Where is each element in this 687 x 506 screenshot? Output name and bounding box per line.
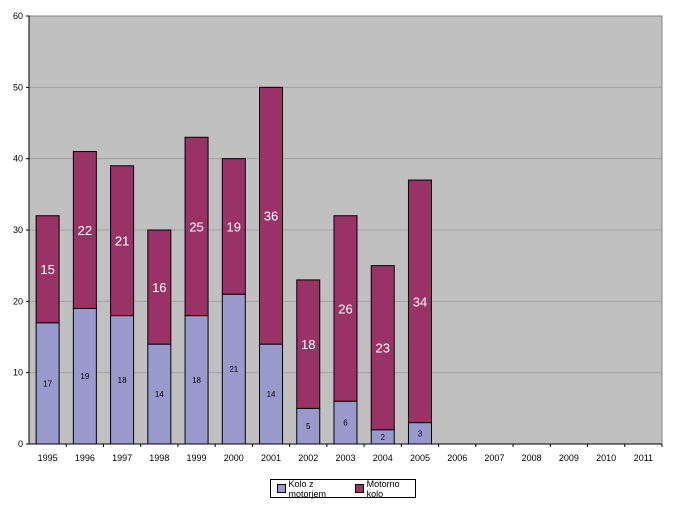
data-label: 18	[301, 337, 315, 352]
data-label: 2	[381, 433, 386, 442]
x-axis-ticks: 1995 1996 1997 1998 1999 2000 2001 2002 2003 2004…	[29, 443, 663, 463]
legend: Kolo z motorjem Motorno kolo	[270, 479, 416, 499]
y-tick-label: 20	[13, 296, 23, 306]
data-label: 21	[115, 234, 129, 249]
data-label: 5	[306, 422, 311, 431]
data-label: 21	[229, 365, 238, 374]
data-label: 16	[152, 280, 166, 295]
x-tick-label: 2002	[298, 453, 318, 463]
x-tick-label: 1997	[112, 453, 132, 463]
bar-motorno-kolo	[259, 86, 284, 345]
x-tick-label: 2007	[484, 453, 504, 463]
data-label: 3	[418, 429, 423, 438]
bar-motorno-kolo	[35, 215, 60, 324]
x-tick-label: 2008	[522, 453, 542, 463]
y-axis-ticks: 0 10 20 30 40 50 60	[13, 11, 30, 449]
x-tick-label: 2004	[373, 453, 393, 463]
data-label: 25	[189, 219, 203, 234]
data-label: 23	[376, 341, 390, 356]
y-tick-label: 10	[13, 368, 23, 378]
legend-swatch-kolo	[277, 484, 286, 493]
x-tick-label: 1998	[149, 453, 169, 463]
x-tick-label: 2010	[596, 453, 616, 463]
x-tick-label: 1995	[38, 453, 58, 463]
legend-swatch-motorno	[355, 484, 364, 493]
data-label: 15	[40, 262, 54, 277]
data-label: 22	[78, 223, 92, 238]
bar-motorno-kolo	[333, 215, 358, 402]
x-tick-label: 1996	[75, 453, 95, 463]
y-tick-label: 30	[13, 225, 23, 235]
bar-motorno-kolo	[221, 158, 246, 295]
bar-motorno-kolo	[296, 279, 321, 409]
x-tick-label: 2000	[224, 453, 244, 463]
y-tick-label: 40	[13, 154, 23, 164]
data-label: 14	[155, 390, 164, 399]
legend-item-motorno: Motorno kolo	[355, 479, 415, 499]
data-label: 19	[227, 219, 241, 234]
y-tick-label: 0	[18, 439, 23, 449]
data-label: 18	[118, 376, 127, 385]
x-tick-label: 2003	[335, 453, 355, 463]
bar-motorno-kolo	[147, 229, 172, 345]
data-label: 18	[192, 376, 201, 385]
data-label: 14	[267, 390, 276, 399]
legend-label-kolo: Kolo z motorjem	[288, 478, 327, 499]
data-label: 17	[43, 379, 52, 388]
data-label: 36	[264, 209, 278, 224]
x-tick-label: 2005	[410, 453, 430, 463]
bar-motorno-kolo	[370, 265, 395, 431]
x-tick-label: 2011	[634, 453, 653, 463]
y-tick-label: 60	[13, 11, 23, 21]
data-label: 19	[80, 372, 89, 381]
bar-motorno-kolo	[407, 179, 432, 424]
legend-item-kolo: Kolo z motorjem	[277, 479, 349, 499]
x-tick-label: 2006	[447, 453, 467, 463]
x-tick-label: 2009	[559, 453, 579, 463]
x-tick-label: 1999	[187, 453, 207, 463]
bar-motorno-kolo	[110, 165, 135, 317]
data-label: 34	[413, 294, 427, 309]
data-label: 26	[338, 301, 352, 316]
legend-label-motorno: Motorno kolo	[366, 478, 400, 499]
x-tick-label: 2001	[261, 453, 281, 463]
bar-motorno-kolo	[184, 136, 209, 317]
data-label: 6	[343, 419, 348, 428]
y-tick-label: 50	[13, 82, 23, 92]
bar-motorno-kolo	[72, 151, 97, 309]
bars: 17 15 19 22 18 21 14 16 18 25 21 19 14 36 5 18 6 26 2 23 3 34	[35, 86, 432, 445]
